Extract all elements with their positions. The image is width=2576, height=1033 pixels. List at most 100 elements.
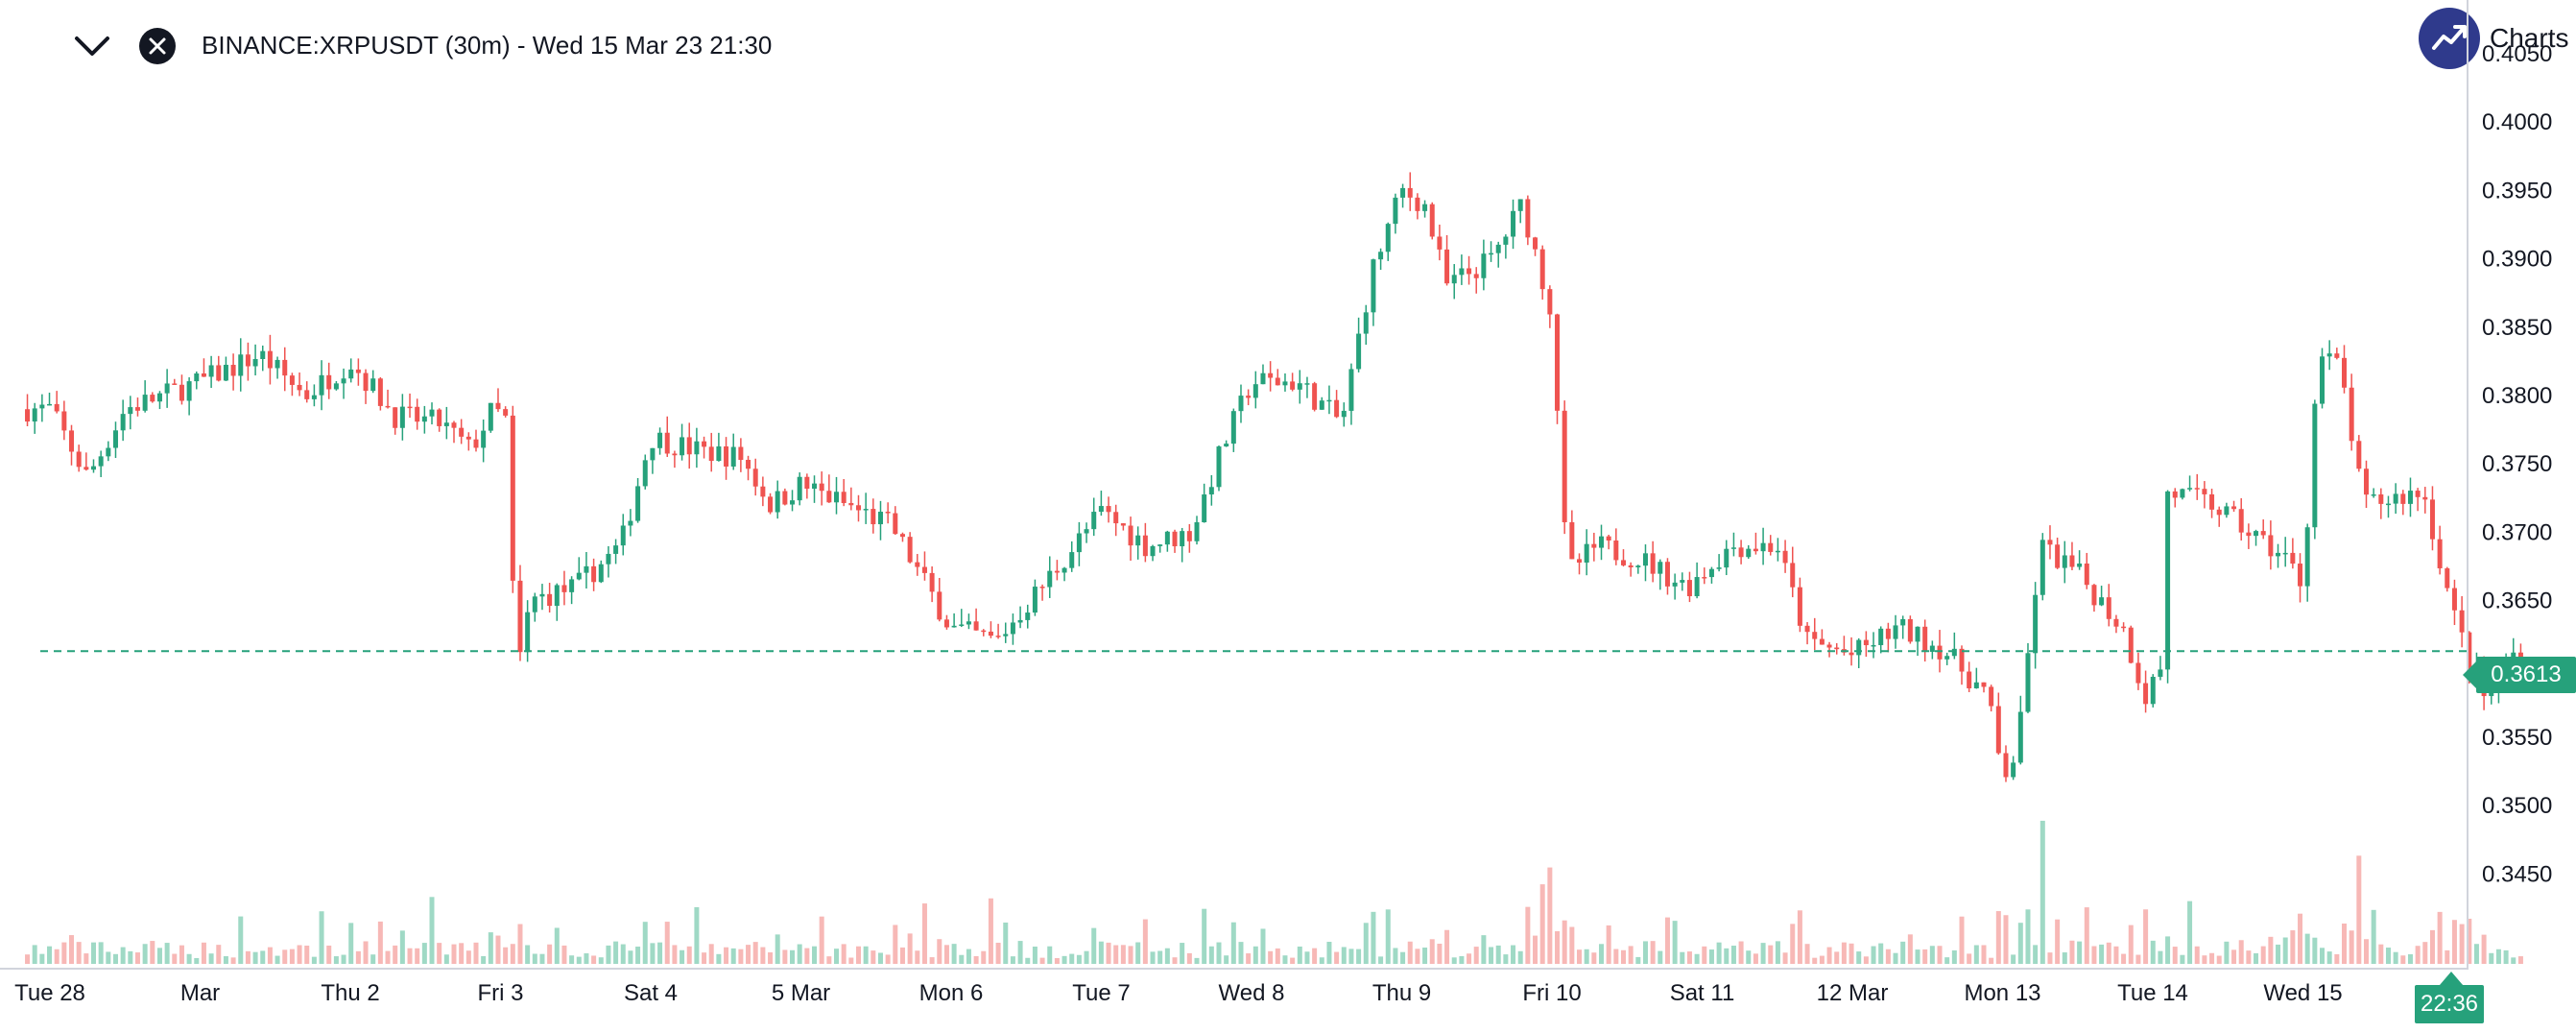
volume-bar xyxy=(1194,957,1200,964)
candle xyxy=(2268,520,2274,570)
volume-bar xyxy=(1341,947,1347,964)
volume-bar xyxy=(1620,949,1626,964)
candle-body xyxy=(1981,682,1987,687)
candle xyxy=(120,399,126,442)
volume-bar xyxy=(2326,951,2332,964)
candle-body xyxy=(510,415,515,581)
candle xyxy=(1039,584,1045,601)
candle xyxy=(812,475,818,503)
candle xyxy=(399,394,405,441)
candle xyxy=(2363,460,2369,509)
candle xyxy=(2276,543,2281,568)
candle-body xyxy=(959,624,965,626)
volume-bar xyxy=(2158,950,2163,964)
candle xyxy=(2047,525,2053,560)
candle xyxy=(1363,304,1369,346)
volume-bar xyxy=(2298,913,2303,964)
candle-body xyxy=(1113,512,1119,524)
candle xyxy=(1591,532,1597,562)
candle xyxy=(1238,384,1244,423)
candle-body xyxy=(1907,618,1913,642)
candle-body xyxy=(1106,506,1111,513)
candle xyxy=(797,472,802,506)
candle xyxy=(385,389,391,409)
countdown-badge-arrow xyxy=(2440,972,2463,985)
candle xyxy=(591,558,597,591)
candle xyxy=(1628,562,1634,577)
candle xyxy=(216,355,222,382)
candle xyxy=(1812,617,1818,650)
candle-body xyxy=(642,460,648,487)
price-axis[interactable]: 0.4050 0.4000 0.3950 0.3900 0.3850 0.3800 0.37… xyxy=(2482,41,2552,887)
candle xyxy=(606,545,611,578)
candle xyxy=(1415,193,1420,220)
candle-body xyxy=(274,359,280,369)
candle xyxy=(1467,255,1472,285)
candle-body xyxy=(628,520,633,526)
brand-link[interactable]: Charts by xyxy=(2419,6,2576,71)
candle-body xyxy=(2231,506,2237,510)
collapse-button[interactable] xyxy=(65,27,119,65)
price-axis-border xyxy=(2467,0,2469,968)
candle-body xyxy=(134,407,140,411)
candle-body xyxy=(1753,548,1758,552)
time-axis[interactable]: Tue 28 Mar Thu 2 Fri 3 Sat 4 5 Mar Mon 6 Tue 7 W… xyxy=(14,980,2466,1006)
volume-bar xyxy=(2209,952,2215,964)
candle xyxy=(1010,613,1015,645)
candle xyxy=(2099,586,2105,607)
candle xyxy=(2003,745,2009,782)
candle-body xyxy=(1017,619,1023,623)
candle-body xyxy=(834,492,840,503)
candle xyxy=(128,396,133,430)
candle xyxy=(1547,285,1553,328)
volume-bar xyxy=(2342,924,2348,964)
candle-body xyxy=(1951,648,1957,657)
volume-bar xyxy=(2246,950,2252,964)
candle xyxy=(1856,637,1862,669)
candle-body xyxy=(2017,711,2023,763)
candle xyxy=(1429,202,1435,240)
candle-body xyxy=(1393,197,1398,225)
candle-body xyxy=(2356,441,2362,469)
candle-body xyxy=(407,406,413,409)
volume-bar xyxy=(1120,945,1126,964)
volume-bar xyxy=(1437,943,1443,964)
candle xyxy=(260,345,266,372)
volume-bar xyxy=(1260,928,1266,964)
candle xyxy=(702,436,707,459)
candle xyxy=(1753,532,1758,555)
candle-body xyxy=(2121,626,2127,629)
candle-body xyxy=(598,564,604,583)
time-tick-label: Thu 2 xyxy=(321,980,379,1006)
candle xyxy=(1275,369,1280,386)
volume-bar xyxy=(1539,884,1545,964)
time-tick-label: Wed 15 xyxy=(2263,980,2342,1006)
candle xyxy=(2238,497,2244,541)
volume-bar xyxy=(2437,911,2443,964)
volume-bar xyxy=(2172,947,2178,964)
volume-bar xyxy=(2165,936,2171,964)
candle-body xyxy=(1944,656,1950,660)
volume-bar xyxy=(1973,945,1979,964)
close-symbol-button[interactable] xyxy=(138,27,177,65)
candle xyxy=(1282,373,1288,392)
candle xyxy=(1584,529,1589,576)
candle-body xyxy=(1128,525,1133,546)
candle-body xyxy=(1708,568,1714,578)
candle-body xyxy=(1878,628,1884,645)
candle-body xyxy=(2055,544,2061,568)
candle-body xyxy=(186,381,192,401)
candle-body xyxy=(2467,632,2472,668)
volume-bar xyxy=(83,953,89,964)
volume-bar xyxy=(929,957,935,964)
volume-bar xyxy=(1444,929,1450,964)
volume-bar xyxy=(150,941,155,964)
candle xyxy=(370,370,376,394)
volume-bar xyxy=(2003,915,2009,964)
volume-bar xyxy=(1989,957,1994,964)
volume-bar xyxy=(1290,957,1296,964)
volume-bar xyxy=(1547,867,1553,964)
candle xyxy=(855,494,861,522)
candle-body xyxy=(179,384,184,401)
